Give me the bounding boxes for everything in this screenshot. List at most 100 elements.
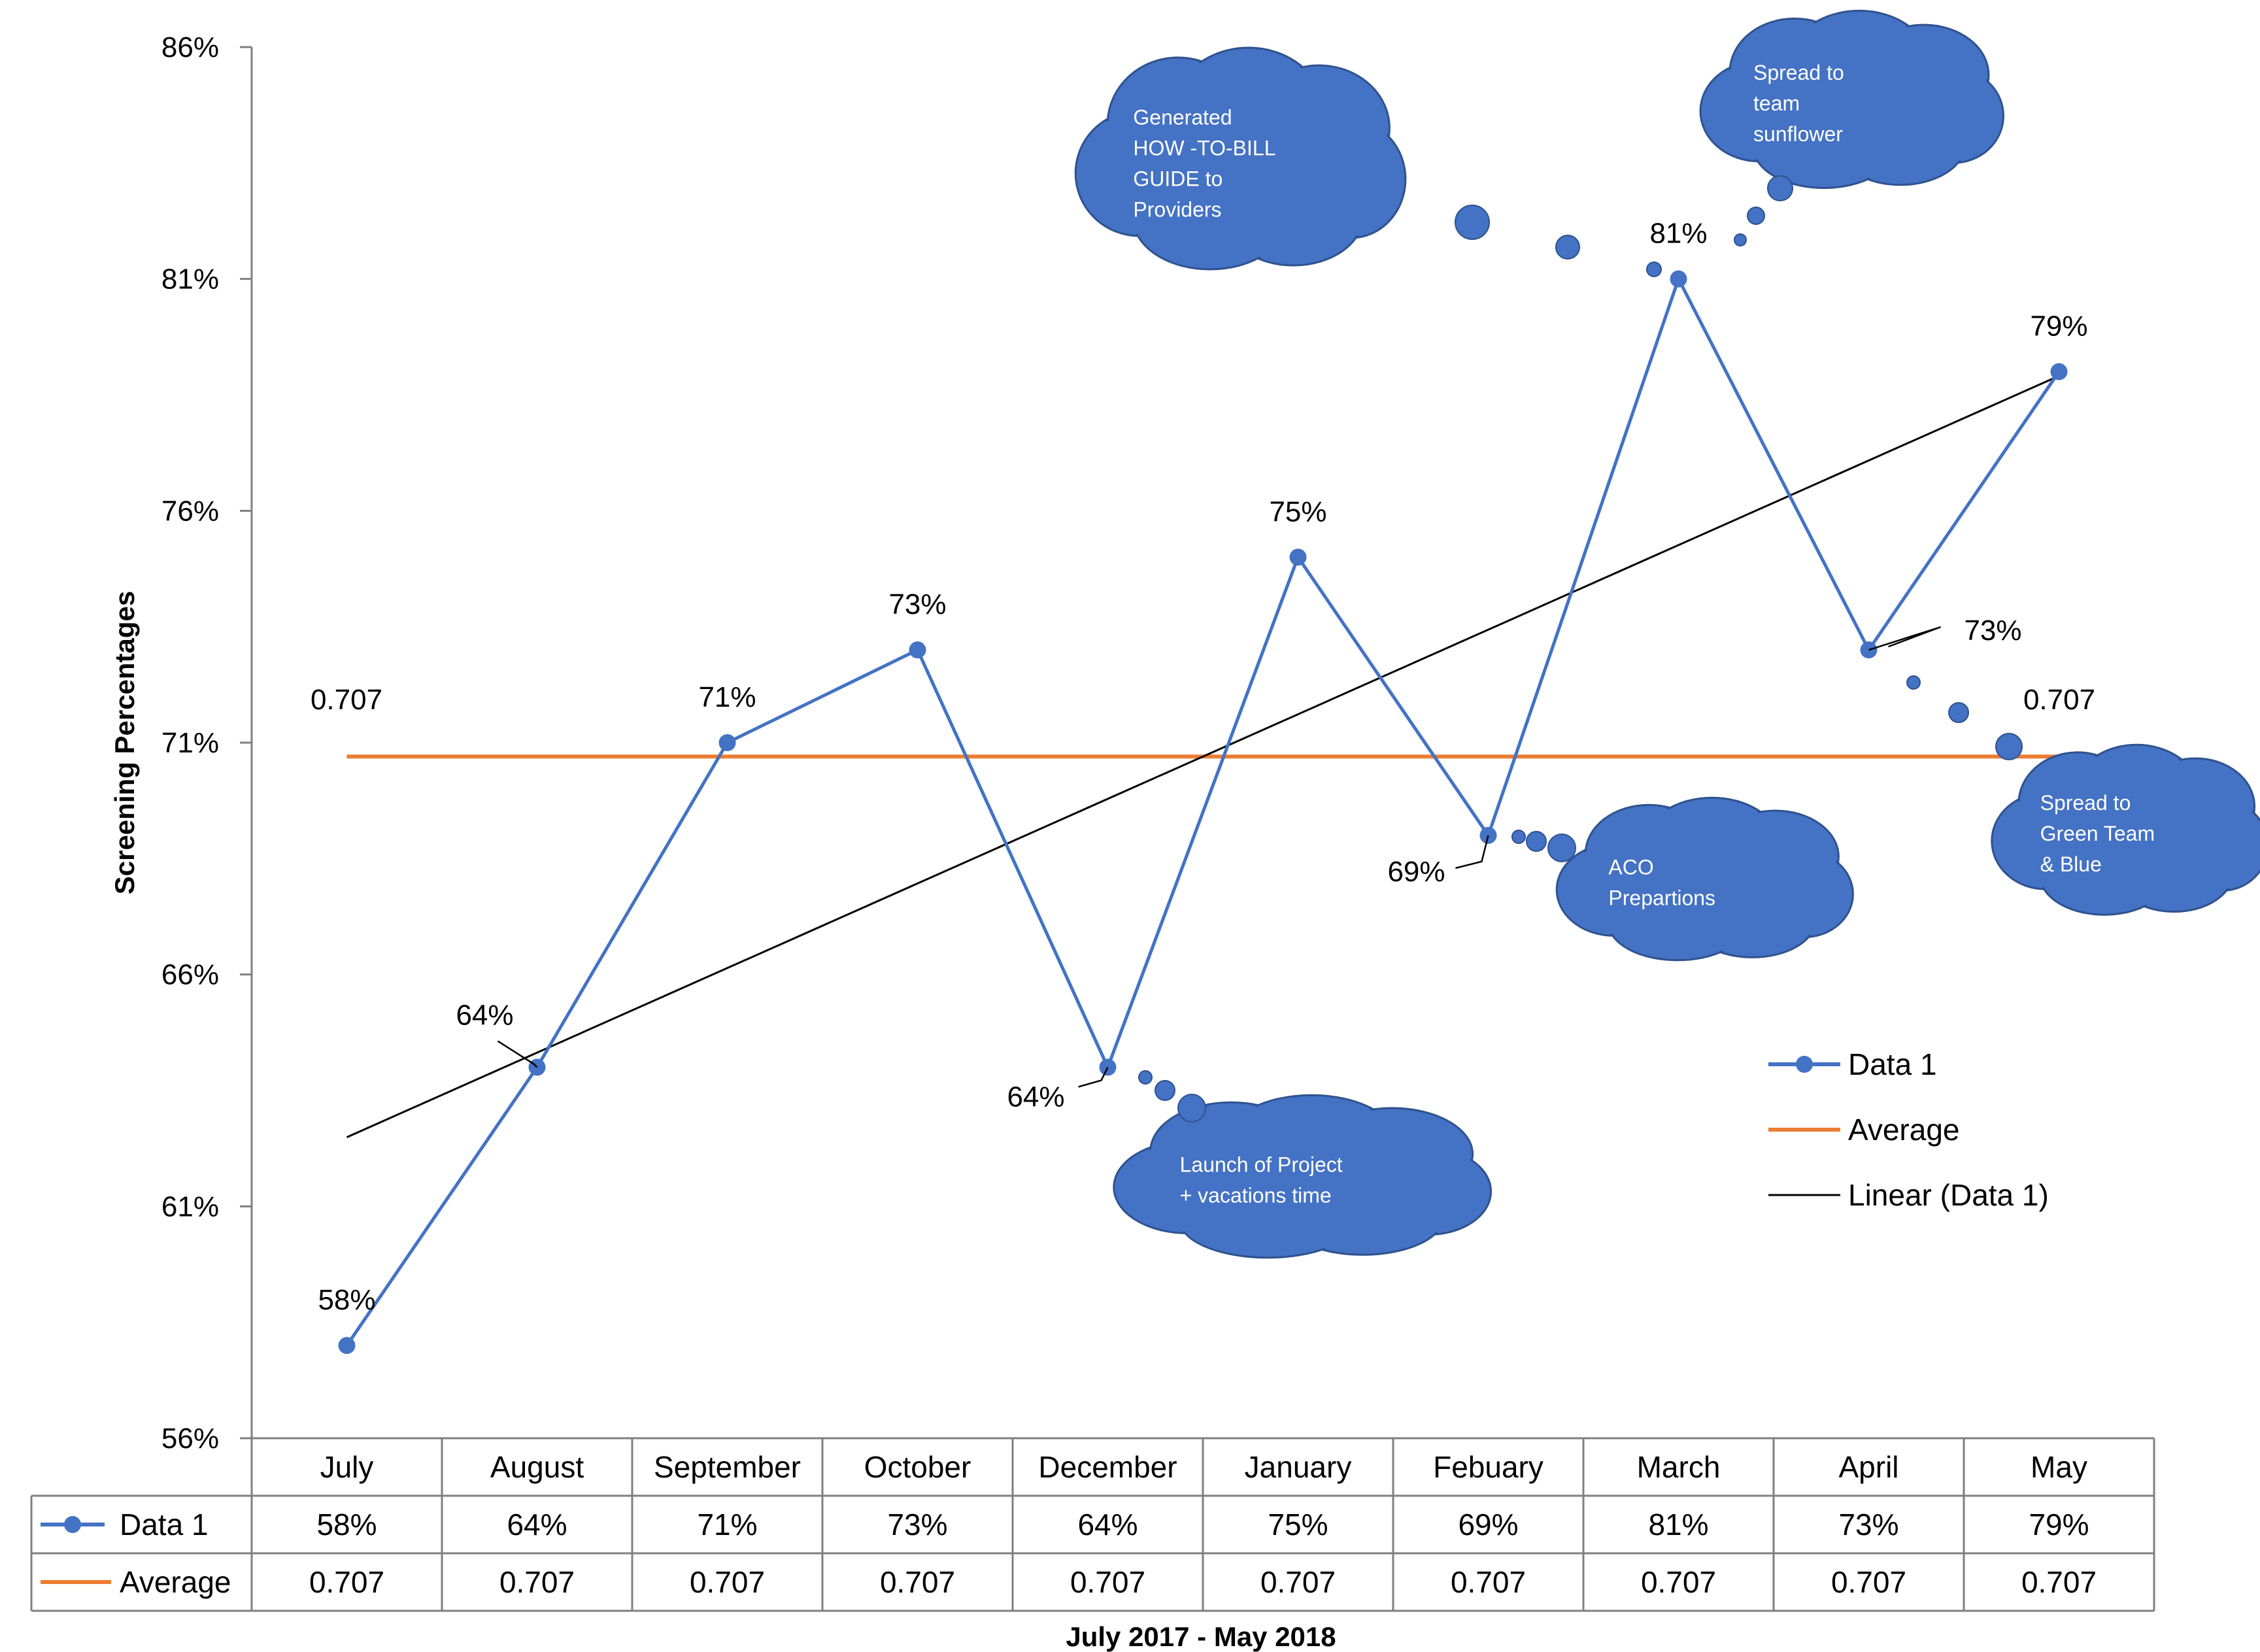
callout-team-sunflower: Spread to team sunflower bbox=[1699, 9, 2004, 246]
cloud-tail-bubble bbox=[1526, 831, 1547, 852]
data1-label: 58% bbox=[318, 1284, 375, 1316]
cloud-tail-bubble bbox=[1555, 235, 1580, 260]
legend-label-average: Average bbox=[1848, 1113, 1960, 1147]
table-cell-average: 0.707 bbox=[1070, 1565, 1145, 1599]
cloud-fill bbox=[1128, 95, 1356, 240]
cloud-text: ACO bbox=[1608, 856, 1653, 879]
data1-point bbox=[909, 641, 926, 659]
trendline bbox=[346, 375, 2060, 1138]
category-label: September bbox=[654, 1450, 801, 1484]
cloud-text: Generated bbox=[1133, 106, 1232, 129]
y-tick-label: 56% bbox=[161, 1423, 219, 1455]
category-label: August bbox=[490, 1450, 584, 1484]
category-label: March bbox=[1637, 1450, 1721, 1484]
data1-label: 64% bbox=[1007, 1081, 1064, 1113]
table-row-header-data1: Data 1 bbox=[120, 1508, 209, 1542]
data1-label: 64% bbox=[456, 1000, 513, 1032]
cloud-text: HOW -TO-BILL bbox=[1133, 137, 1275, 160]
category-label: January bbox=[1245, 1450, 1352, 1484]
category-label: July bbox=[320, 1450, 374, 1484]
table-cell-average: 0.707 bbox=[499, 1565, 575, 1599]
cloud-tail-bubble bbox=[1155, 1080, 1175, 1101]
category-label: Febuary bbox=[1433, 1450, 1543, 1484]
table-cell-average: 0.707 bbox=[1451, 1565, 1526, 1599]
callout-green-blue: Spread to Green Team & Blue bbox=[1906, 675, 2260, 916]
table-cell-data1: 73% bbox=[1838, 1508, 1898, 1542]
data1-point bbox=[1670, 270, 1687, 288]
data1-label-leader bbox=[1868, 626, 1941, 651]
table-row-header-average: Average bbox=[120, 1565, 231, 1599]
table-cell-average: 0.707 bbox=[690, 1565, 765, 1599]
cloud-text: & Blue bbox=[2040, 852, 2102, 876]
y-axis-title: Screening Percentages bbox=[109, 591, 140, 895]
data1-label: 75% bbox=[1269, 496, 1326, 528]
table-cell-data1: 79% bbox=[2029, 1508, 2089, 1542]
table-cell-data1: 71% bbox=[697, 1508, 757, 1542]
y-tick-label: 81% bbox=[161, 263, 219, 295]
callout-how-to-bill: Generated HOW -TO-BILL GUIDE to Providers bbox=[1074, 46, 1662, 277]
cloud-fill bbox=[1604, 832, 1808, 938]
y-tick-label: 71% bbox=[161, 727, 219, 759]
table-cell-data1: 58% bbox=[316, 1508, 377, 1542]
cloud-text: Launch of Project bbox=[1180, 1153, 1343, 1177]
table-cell-average: 0.707 bbox=[2021, 1565, 2097, 1599]
legend-label-trendline: Linear (Data 1) bbox=[1848, 1178, 2049, 1212]
data1-point bbox=[2050, 363, 2068, 380]
category-label: April bbox=[1838, 1450, 1898, 1484]
legend-label-data1: Data 1 bbox=[1848, 1047, 1937, 1081]
table-cell-average: 0.707 bbox=[1641, 1565, 1716, 1599]
category-label: May bbox=[2031, 1450, 2087, 1484]
table-cell-data1: 69% bbox=[1458, 1508, 1518, 1542]
cloud-tail-bubble bbox=[1734, 233, 1747, 246]
cloud-text: Spread to bbox=[1753, 61, 1844, 84]
table-cell-data1: 64% bbox=[507, 1508, 567, 1542]
data1-line bbox=[345, 275, 2061, 1347]
cloud-text: Green Team bbox=[2040, 822, 2155, 845]
data1-point bbox=[718, 734, 736, 751]
table-cell-data1: 75% bbox=[1268, 1508, 1328, 1542]
cloud-text: Prepartions bbox=[1608, 886, 1715, 910]
cloud-text: + vacations time bbox=[1180, 1184, 1332, 1207]
callout-aco: ACO Prepartions bbox=[1511, 796, 1854, 962]
y-tick-label: 61% bbox=[161, 1190, 219, 1222]
category-label: October bbox=[864, 1450, 971, 1484]
data1-point bbox=[1289, 548, 1307, 566]
cloud-tail-bubble bbox=[1767, 175, 1793, 201]
data1-label-leader bbox=[497, 1040, 538, 1068]
cloud-tail-bubble bbox=[1948, 702, 1969, 723]
data1-point bbox=[338, 1337, 356, 1355]
cloud-tail-bubble bbox=[1138, 1070, 1153, 1085]
table-cell-average: 0.707 bbox=[1831, 1565, 1906, 1599]
cloud-tail-bubble bbox=[1906, 675, 1921, 690]
cloud-text: team bbox=[1753, 92, 1800, 115]
data1-label: 73% bbox=[888, 588, 946, 620]
y-tick-label: 86% bbox=[161, 31, 219, 63]
cloud-fill bbox=[1749, 48, 1957, 164]
data1-label-leader bbox=[1455, 835, 1489, 869]
cloud-tail-bubble bbox=[1747, 207, 1765, 225]
cloud-tail-bubble bbox=[1511, 830, 1526, 844]
cloud-tail-bubble bbox=[1455, 205, 1490, 240]
data1-label: 71% bbox=[698, 681, 756, 713]
cloud-fill bbox=[1174, 1130, 1434, 1236]
table-key-data1-marker bbox=[64, 1516, 81, 1533]
average-label-right: 0.707 bbox=[2023, 684, 2095, 716]
cloud-tail-bubble bbox=[1646, 261, 1662, 277]
legend-key-data1-marker bbox=[1796, 1056, 1813, 1073]
callout-launch: Launch of Project + vacations time bbox=[1113, 1070, 1493, 1259]
table-cell-average: 0.707 bbox=[880, 1565, 955, 1599]
average-label-left: 0.707 bbox=[311, 684, 382, 716]
cloud-fill bbox=[2036, 781, 2226, 892]
cloud-tail-bubble bbox=[1995, 733, 2023, 760]
table-cell-average: 0.707 bbox=[1260, 1565, 1336, 1599]
table-cell-data1: 64% bbox=[1077, 1508, 1138, 1542]
cloud-text: sunflower bbox=[1753, 122, 1843, 146]
table-cell-data1: 73% bbox=[887, 1508, 947, 1542]
data1-label: 73% bbox=[1964, 615, 2021, 647]
table-cell-average: 0.707 bbox=[309, 1565, 384, 1599]
data1-label: 81% bbox=[1649, 218, 1707, 250]
data1-label: 79% bbox=[2030, 311, 2087, 343]
cloud-tail-bubble bbox=[1177, 1094, 1206, 1122]
data1-label-leader bbox=[1078, 1066, 1109, 1088]
x-axis-title: July 2017 - May 2018 bbox=[1066, 1621, 1336, 1652]
